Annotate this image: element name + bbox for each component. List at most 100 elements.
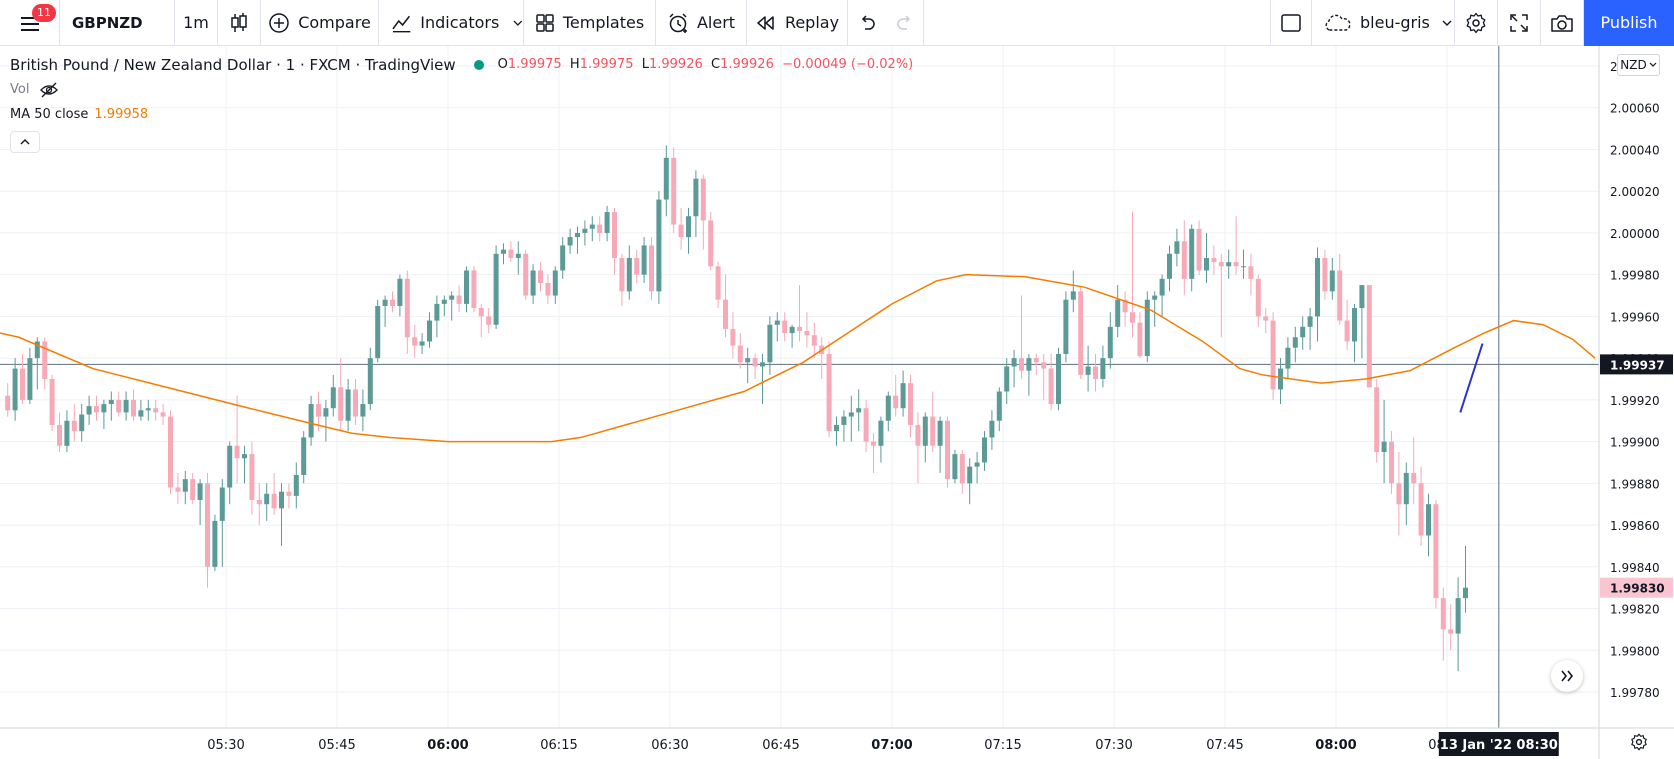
candle-body [249, 454, 255, 501]
candle-body [649, 245, 654, 292]
candle-body [1389, 441, 1394, 484]
candle-body [1381, 441, 1387, 453]
candle-body [989, 420, 995, 438]
interval-button[interactable]: 1m [175, 0, 218, 46]
candle-body [885, 395, 891, 421]
undo-icon [861, 14, 875, 30]
candle-body [959, 454, 965, 484]
price-tick-label: 2.00020 [1610, 185, 1660, 199]
indicators-label: Indicators [420, 13, 500, 32]
axis-settings-button[interactable] [1624, 728, 1654, 756]
layout-name: bleu-gris [1360, 13, 1430, 32]
snapshot-button[interactable] [1541, 0, 1584, 46]
volume-label[interactable]: Vol [10, 82, 30, 97]
candle-body [94, 406, 99, 413]
crosshair-time-label: 13 Jan '22 08:30 [1440, 738, 1558, 753]
candle-body [582, 228, 588, 233]
candle-body [1026, 358, 1032, 371]
chart-type-button[interactable] [218, 0, 261, 46]
candle-body [441, 299, 447, 304]
replay-button[interactable]: Replay [747, 0, 848, 46]
candle-body [86, 406, 92, 415]
candle-body [1085, 366, 1091, 375]
candle-body [538, 270, 543, 284]
chevron-up-icon [20, 139, 30, 145]
symbol-search[interactable]: GBPNZD [60, 0, 175, 46]
candle-body [464, 270, 469, 304]
chevron-down-icon[interactable] [513, 19, 523, 27]
currency-select[interactable]: NZD [1617, 54, 1660, 76]
candle-body [737, 345, 743, 363]
user-drawings[interactable] [1459, 343, 1484, 413]
candle-body [1396, 483, 1402, 505]
candle-body [20, 368, 25, 400]
undo-button[interactable] [848, 0, 886, 46]
candle-body [567, 237, 573, 246]
candle-body [1263, 316, 1269, 321]
select-layout-button[interactable] [1270, 0, 1312, 46]
templates-icon [536, 13, 554, 32]
price-tick-label: 1.99800 [1610, 644, 1660, 658]
candle-body [330, 387, 336, 409]
candle-body [1374, 387, 1380, 453]
candle-body [908, 383, 913, 425]
compare-button[interactable]: Compare [261, 0, 379, 46]
open-label: O [497, 57, 508, 72]
alert-button[interactable]: Alert [656, 0, 747, 46]
menu-button[interactable]: 11 [0, 0, 60, 46]
candle-body [1218, 262, 1224, 267]
scroll-to-realtime-button[interactable] [1551, 660, 1583, 692]
candle-body [945, 420, 950, 480]
candle-body [42, 341, 48, 379]
candle-body [1196, 228, 1202, 271]
fullscreen-button[interactable] [1498, 0, 1541, 46]
candle-body [1078, 291, 1084, 375]
candle-body [160, 412, 166, 417]
candle-body [205, 483, 210, 567]
layout-button[interactable]: bleu-gris [1312, 0, 1455, 46]
eye-hidden-icon[interactable] [39, 82, 59, 98]
price-chart[interactable]: 2.000802.000602.000402.000202.000001.999… [0, 46, 1674, 759]
open-value: 1.99975 [507, 57, 562, 72]
candle-body [715, 266, 721, 300]
candle-body [375, 305, 381, 359]
candle-body [626, 257, 632, 292]
candle-body [1233, 262, 1239, 267]
publish-button[interactable]: Publish [1584, 0, 1674, 46]
close-value: 1.99926 [720, 57, 774, 72]
templates-button[interactable]: Templates [524, 0, 656, 46]
candle-body [1137, 322, 1143, 357]
redo-button[interactable] [886, 0, 924, 46]
candle-body [634, 257, 640, 275]
symbol-title[interactable]: British Pound / New Zealand Dollar · 1 ·… [10, 55, 456, 74]
candle-body [1211, 257, 1217, 263]
alert-label: Alert [696, 13, 736, 32]
collapse-legend-button[interactable] [10, 131, 40, 153]
candle-body [1448, 629, 1454, 634]
candle-body [34, 341, 40, 359]
candle-body [367, 358, 373, 405]
candles-icon [231, 12, 247, 32]
candle-body [1115, 299, 1121, 327]
candle-body [501, 249, 506, 254]
templates-label: Templates [562, 13, 645, 32]
indicators-button[interactable]: Indicators [379, 0, 524, 46]
compare-label: Compare [298, 13, 371, 32]
candle-body [663, 157, 669, 200]
candle-body [1174, 241, 1180, 254]
candle-body [471, 270, 477, 309]
candle-body [1189, 228, 1195, 279]
candle-body [1426, 504, 1431, 536]
ma-legend-row: MA 50 close 1.99958 [10, 102, 913, 127]
candle-body [227, 445, 233, 488]
high-value: 1.99975 [579, 57, 634, 72]
ma-label[interactable]: MA 50 close [10, 107, 89, 122]
settings-button[interactable] [1455, 0, 1498, 46]
candle-body [1455, 598, 1461, 634]
candle-body [774, 320, 780, 325]
candle-body [101, 404, 107, 413]
crosshair-price-label-text: 1.99937 [1610, 358, 1665, 372]
price-tick-label: 1.99900 [1610, 436, 1660, 450]
candle-body [1255, 278, 1261, 317]
candle-body [671, 157, 677, 225]
